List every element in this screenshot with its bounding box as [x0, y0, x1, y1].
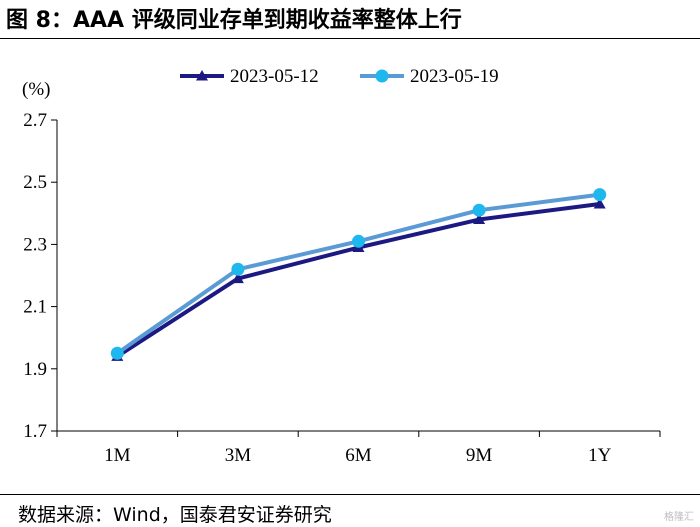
x-tick-label: 1Y [588, 445, 612, 466]
legend-item: 2023-05-12 [180, 66, 319, 87]
legend-marker [375, 69, 389, 83]
x-axis: 1M 3M 6M 9M 1Y [56, 430, 661, 466]
source-note: 数据来源：Wind，国泰君安证券研究 [18, 504, 332, 526]
title-rule [0, 38, 700, 39]
x-tick-label: 9M [466, 445, 493, 466]
legend-item: 2023-05-19 [360, 66, 499, 87]
bottom-rule [0, 494, 700, 495]
y-tick-label: 1.7 [23, 421, 47, 442]
data-point [231, 272, 244, 284]
y-axis-label: (%) [22, 79, 50, 100]
series-layer [110, 188, 607, 361]
legend-marker [196, 70, 208, 81]
figure-title: 图 8：AAA 评级同业存单到期收益率整体上行 [6, 8, 462, 33]
x-tick-label: 3M [225, 445, 252, 466]
data-point [472, 203, 486, 217]
data-point [110, 346, 124, 360]
legend: 2023-05-12 2023-05-19 [180, 66, 499, 87]
series-line [116, 192, 600, 355]
y-axis: 1.7 1.9 2.1 2.3 2.5 2.7 [23, 110, 58, 442]
x-tick-label: 6M [345, 445, 372, 466]
y-tick-label: 1.9 [23, 359, 47, 380]
line-chart: 2023-05-12 2023-05-19 (%) 1.7 1.9 2.1 2.3 2.5… [22, 66, 661, 466]
legend-label: 2023-05-12 [230, 66, 319, 87]
data-point [231, 262, 245, 276]
data-point [352, 234, 365, 248]
x-tick-label: 1M [104, 445, 131, 466]
legend-label: 2023-05-19 [410, 66, 499, 87]
series-2023-05-19 [110, 188, 607, 360]
y-tick-label: 2.1 [23, 297, 47, 318]
series-2023-05-12 [111, 197, 606, 361]
series-line [116, 201, 600, 359]
watermark: 格隆汇 [664, 512, 694, 523]
y-tick-label: 2.5 [23, 172, 47, 193]
y-tick-label: 2.3 [23, 234, 47, 255]
data-point [593, 188, 607, 202]
data-point [593, 197, 606, 209]
y-tick-label: 2.7 [23, 110, 47, 131]
data-point [473, 213, 486, 225]
